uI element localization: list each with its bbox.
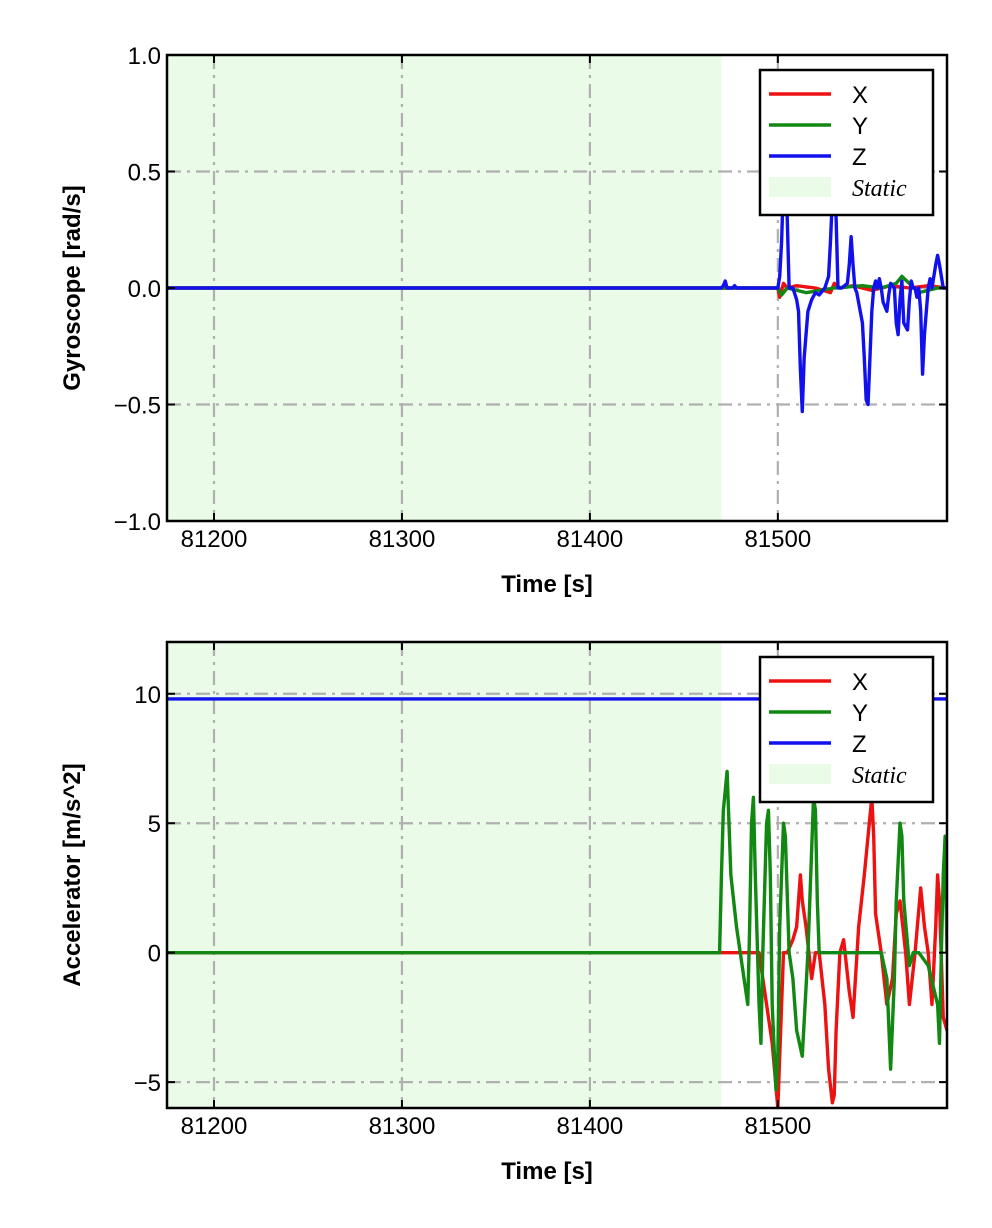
- x-axis-label: Time [s]: [501, 571, 593, 598]
- legend-label-y: Y: [852, 113, 868, 140]
- legend-label-static: Static: [852, 176, 907, 202]
- chart-panel-2: 81200 81300 81400 81500 −5 0 5 10 Time [s] Accele…: [59, 640, 949, 1185]
- x-tick-label: 81300: [369, 1113, 436, 1140]
- y-tick-label: −0.5: [114, 393, 161, 420]
- legend-label-z: Z: [852, 144, 867, 171]
- x-tick-label: 81500: [744, 1113, 811, 1140]
- x-tick-label: 81200: [181, 526, 248, 553]
- x-tick-label: 81300: [369, 526, 436, 553]
- x-tick-label: 81400: [557, 1113, 624, 1140]
- chart-panel-1: 81200 81300 81400 81500 −1.0 −0.5 0.0 0.5 1.0 Tim…: [59, 43, 949, 598]
- legend-label-y: Y: [852, 700, 868, 727]
- y-axis-label: Gyroscope [rad/s]: [59, 185, 86, 390]
- y-tick-label: 0.5: [128, 160, 161, 187]
- y-tick-label: 0.0: [128, 276, 161, 303]
- series-x-line: [167, 795, 947, 1108]
- legend-swatch-static: [769, 764, 831, 784]
- x-axis-label: Time [s]: [501, 1158, 593, 1185]
- x-tick-label: 81500: [744, 526, 811, 553]
- series-y-line: [167, 769, 947, 1092]
- legend-label-static: Static: [852, 763, 907, 789]
- legend-label-x: X: [852, 669, 868, 696]
- x-tick-label: 81200: [181, 1113, 248, 1140]
- x-tick-label: 81400: [557, 526, 624, 553]
- plot-frame: [165, 640, 949, 1110]
- legend-swatch-static: [769, 177, 831, 197]
- y-tick-label: −1.0: [114, 509, 161, 536]
- static-region: [167, 642, 722, 1108]
- series-x-line: [167, 281, 947, 300]
- legend: XYZ Static: [758, 655, 935, 804]
- legend-label-z: Z: [852, 731, 867, 758]
- y-tick-label: 1.0: [128, 43, 161, 70]
- y-tick-label: 5: [148, 811, 161, 838]
- y-axis-label: Accelerator [m/s^2]: [59, 763, 86, 986]
- legend: XYZ Static: [758, 68, 935, 217]
- y-tick-label: 10: [134, 682, 161, 709]
- legend-label-x: X: [852, 82, 868, 109]
- y-tick-label: 0: [148, 941, 161, 968]
- y-tick-label: −5: [134, 1070, 161, 1097]
